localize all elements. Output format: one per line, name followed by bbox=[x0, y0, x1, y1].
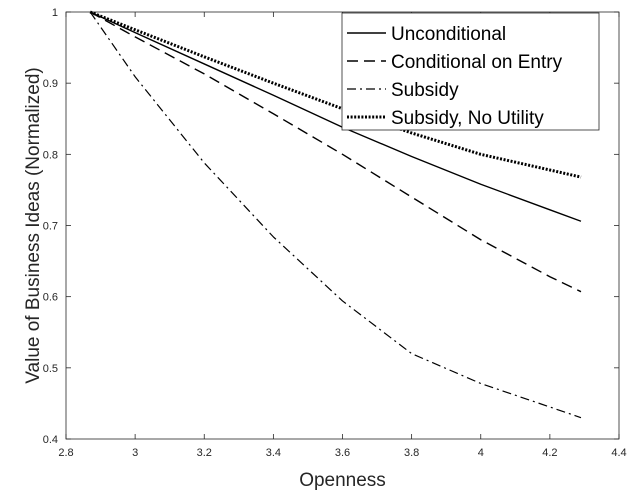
x-tick-label: 4 bbox=[478, 447, 484, 459]
y-tick-label: 0.9 bbox=[43, 78, 58, 90]
x-tick-label: 2.8 bbox=[58, 447, 73, 459]
y-axis-label: Value of Business Ideas (Normalized) bbox=[23, 67, 44, 383]
legend-label: Subsidy, No Utility bbox=[391, 108, 544, 129]
y-tick-label: 0.8 bbox=[43, 149, 58, 161]
y-tick-label: 1 bbox=[52, 7, 58, 19]
y-ticks: 0.4 0.5 0.6 0.7 0.8 0.9 1 bbox=[43, 7, 619, 446]
y-tick-label: 0.5 bbox=[43, 363, 58, 375]
x-tick-label: 3.4 bbox=[266, 447, 281, 459]
x-tick-label: 3.2 bbox=[197, 447, 212, 459]
y-tick-label: 0.6 bbox=[43, 292, 58, 304]
y-tick-label: 0.7 bbox=[43, 221, 58, 233]
x-tick-label: 4.4 bbox=[611, 447, 626, 459]
legend-entries: Unconditional Conditional on Entry Subsidy… bbox=[347, 24, 563, 129]
series-line-dashed bbox=[89, 11, 582, 293]
legend: Unconditional Conditional on Entry Subsidy… bbox=[341, 12, 600, 131]
legend-label: Unconditional bbox=[391, 24, 506, 45]
series-line-dashdot bbox=[89, 11, 582, 419]
x-axis-label: Openness bbox=[299, 470, 386, 491]
x-tick-label: 3.8 bbox=[404, 447, 419, 459]
x-tick-label: 3.6 bbox=[335, 447, 350, 459]
legend-label: Conditional on Entry bbox=[391, 52, 563, 73]
legend-label: Subsidy bbox=[391, 80, 459, 101]
x-tick-label: 3 bbox=[132, 447, 138, 459]
y-tick-label: 0.4 bbox=[43, 434, 58, 446]
x-tick-label: 4.2 bbox=[542, 447, 557, 459]
